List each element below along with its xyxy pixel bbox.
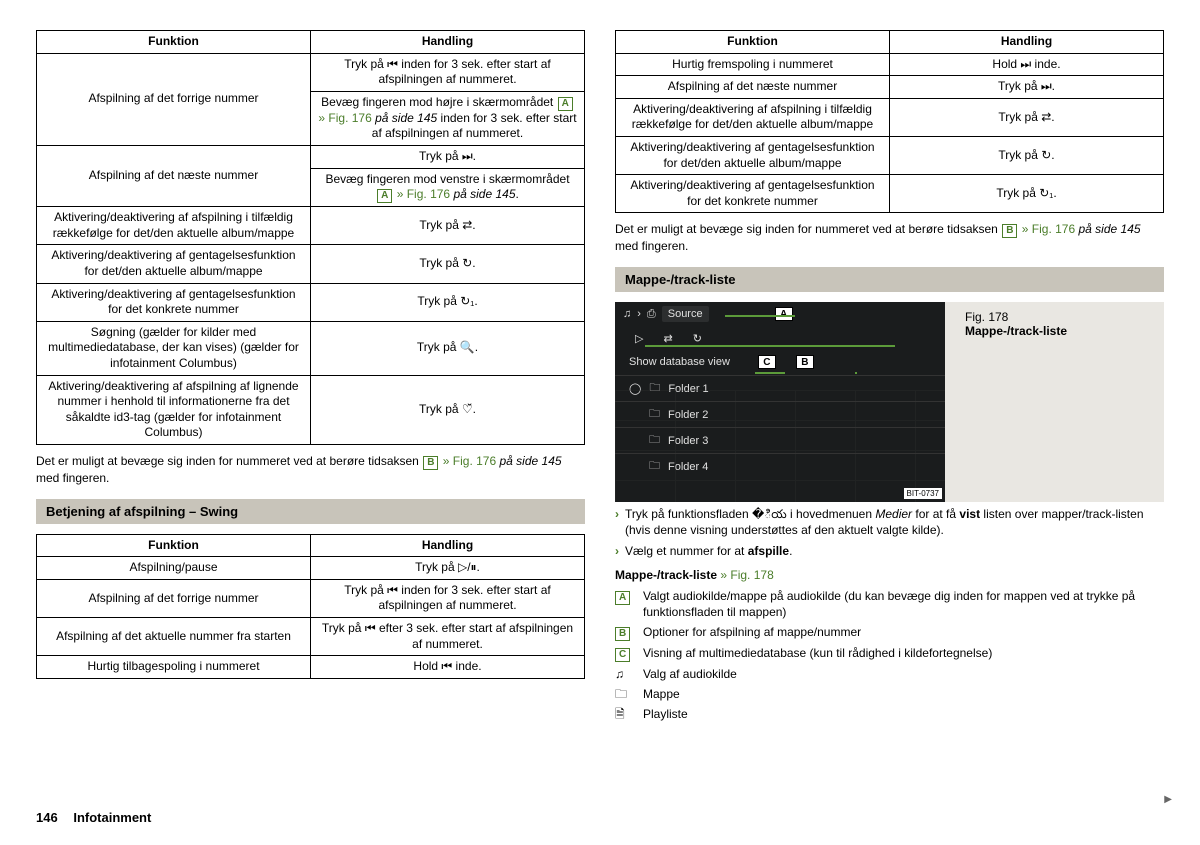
folder-icon: 🗀 [649,379,660,398]
legend-item: ♫ Valg af audiokilde [615,666,1164,682]
bullet-icon: › [615,543,619,559]
legend-item: C Visning af multimediedatabase (kun til… [615,645,1164,662]
cell-func: Afspilning/pause [37,557,311,580]
legend-item: 🗎 Playliste [615,706,1164,722]
usb-icon: ⎙ [647,308,656,321]
db-view-label[interactable]: Show database view [629,356,730,368]
repeat-icon[interactable]: ↻ [693,332,702,345]
figure-178: ♫ › ⎙ Source A ▷ ⇄ ↻ Show database view … [615,302,1164,502]
cell-func: Hurtig tilbagespoling i nummeret [37,656,311,679]
cell-func: Aktivering/deaktivering af afspilning i … [616,98,890,136]
folder-icon: 🗀 [615,686,639,702]
page-number: 146 [36,810,58,825]
folder-row[interactable]: ◯🗀Folder 1 [615,375,945,401]
legend-item: B Optioner for afspilning af mappe/numme… [615,624,1164,641]
music-icon: ♫ [623,308,631,320]
cell-func: Afspilning af det næste nummer [37,145,311,206]
page-columns: Funktion Handling Afspilning af det forr… [36,30,1164,722]
cell-func: Afspilning af det næste nummer [616,76,890,99]
callout-c: C [758,355,776,369]
paragraph: Det er muligt at bevæge sig inden for nu… [36,453,585,487]
cell-func: Aktivering/deaktivering af gentagelsesfu… [37,245,311,283]
folder-icon: 🗀 [649,431,660,450]
callout-b: B [796,355,814,369]
table-funktion-handling-3: Funktion Handling Hurtig fremspoling i n… [615,30,1164,213]
folder-icon: 🗀 [649,405,660,424]
chevron-right-icon: › [637,308,641,320]
cell-action: Tryk på ⏭. [890,76,1164,99]
page-footer: 146 Infotainment [36,810,151,825]
cell-action: Tryk på ⇄. [890,98,1164,136]
radio-icon: ◯ [629,382,641,395]
cell-action: Tryk på ▷/⏸. [311,557,585,580]
section-heading-mappe: Mappe-/track-liste [615,267,1164,292]
folder-row[interactable]: 🗀Folder 3 [615,427,945,453]
cell-action: Bevæg fingeren mod højre i skærmområdet … [311,91,585,145]
cell-func: Aktivering/deaktivering af afspilning af… [37,375,311,444]
cell-func: Aktivering/deaktivering af gentagelsesfu… [37,283,311,321]
right-column: Funktion Handling Hurtig fremspoling i n… [615,30,1164,722]
shuffle-icon[interactable]: ⇄ [663,332,672,345]
section-name: Infotainment [73,810,151,825]
section-heading-swing: Betjening af afspilning – Swing [36,499,585,524]
th-funktion: Funktion [37,534,311,557]
playlist-icon: 🗎 [615,706,639,722]
callout-a: A [775,307,793,321]
cell-action: Hold ⏮ inde. [311,656,585,679]
music-icon: ♫ [615,666,639,682]
cell-action: Tryk på ⏮ inden for 3 sek. efter start a… [311,53,585,91]
bullet-item: › Tryk på funktionsfladen �ియ i hovedmen… [615,506,1164,538]
cell-func: Afspilning af det aktuelle nummer fra st… [37,618,311,656]
cell-action: Hold ⏭ inde. [890,53,1164,76]
cell-func: Afspilning af det forrige nummer [37,579,311,617]
left-column: Funktion Handling Afspilning af det forr… [36,30,585,722]
cell-action: Tryk på ↻. [311,245,585,283]
paragraph: Det er muligt at bevæge sig inden for nu… [615,221,1164,255]
cell-action: Tryk på ↻₁. [311,283,585,321]
folder-row[interactable]: 🗀Folder 4 [615,453,945,479]
bullet-icon: › [615,506,619,538]
continue-indicator-icon: ▶ [1164,794,1172,805]
cell-action: Tryk på ♡̆. [311,375,585,444]
cell-func: Aktivering/deaktivering af gentagelsesfu… [616,175,890,213]
folder-row[interactable]: 🗀Folder 2 [615,401,945,427]
table-funktion-handling-1: Funktion Handling Afspilning af det forr… [36,30,585,445]
table-funktion-handling-2: Funktion Handling Afspilning/pauseTryk p… [36,534,585,679]
legend-item: 🗀 Mappe [615,686,1164,702]
cell-func: Aktivering/deaktivering af afspilning i … [37,207,311,245]
cell-action: Tryk på ⏮ efter 3 sek. efter start af af… [311,618,585,656]
cell-func: Hurtig fremspoling i nummeret [616,53,890,76]
th-funktion: Funktion [37,31,311,54]
cell-action: Bevæg fingeren mod venstre i skærmområde… [311,168,585,207]
cell-action: Tryk på ↻. [890,136,1164,174]
th-handling: Handling [311,31,585,54]
cell-func: Søgning (gælder for kilder med multimedi… [37,321,311,375]
th-funktion: Funktion [616,31,890,54]
th-handling: Handling [311,534,585,557]
cell-action: Tryk på ⏭. [311,145,585,168]
figure-badge: BIT-0737 [904,488,942,499]
source-button[interactable]: Source [662,306,709,322]
cell-action: Tryk på 🔍. [311,321,585,375]
legend-item: A Valgt audiokilde/mappe på audiokilde (… [615,588,1164,620]
cell-action: Tryk på ⇄. [311,207,585,245]
screenshot-mappe-track-liste: ♫ › ⎙ Source A ▷ ⇄ ↻ Show database view … [615,302,945,502]
cell-action: Tryk på ⏮ inden for 3 sek. efter start a… [311,579,585,617]
legend-title: Mappe-/track-liste » Fig. 178 [615,567,1164,584]
bullet-item: › Vælg et nummer for at afspille. [615,543,1164,559]
folder-icon: 🗀 [649,457,660,476]
cell-func: Aktivering/deaktivering af gentagelsesfu… [616,136,890,174]
th-handling: Handling [890,31,1164,54]
cell-action: Tryk på ↻₁. [890,175,1164,213]
figure-caption: Fig. 178 Mappe-/track-liste [955,302,1164,502]
play-icon[interactable]: ▷ [635,332,643,345]
cell-func: Afspilning af det forrige nummer [37,53,311,145]
